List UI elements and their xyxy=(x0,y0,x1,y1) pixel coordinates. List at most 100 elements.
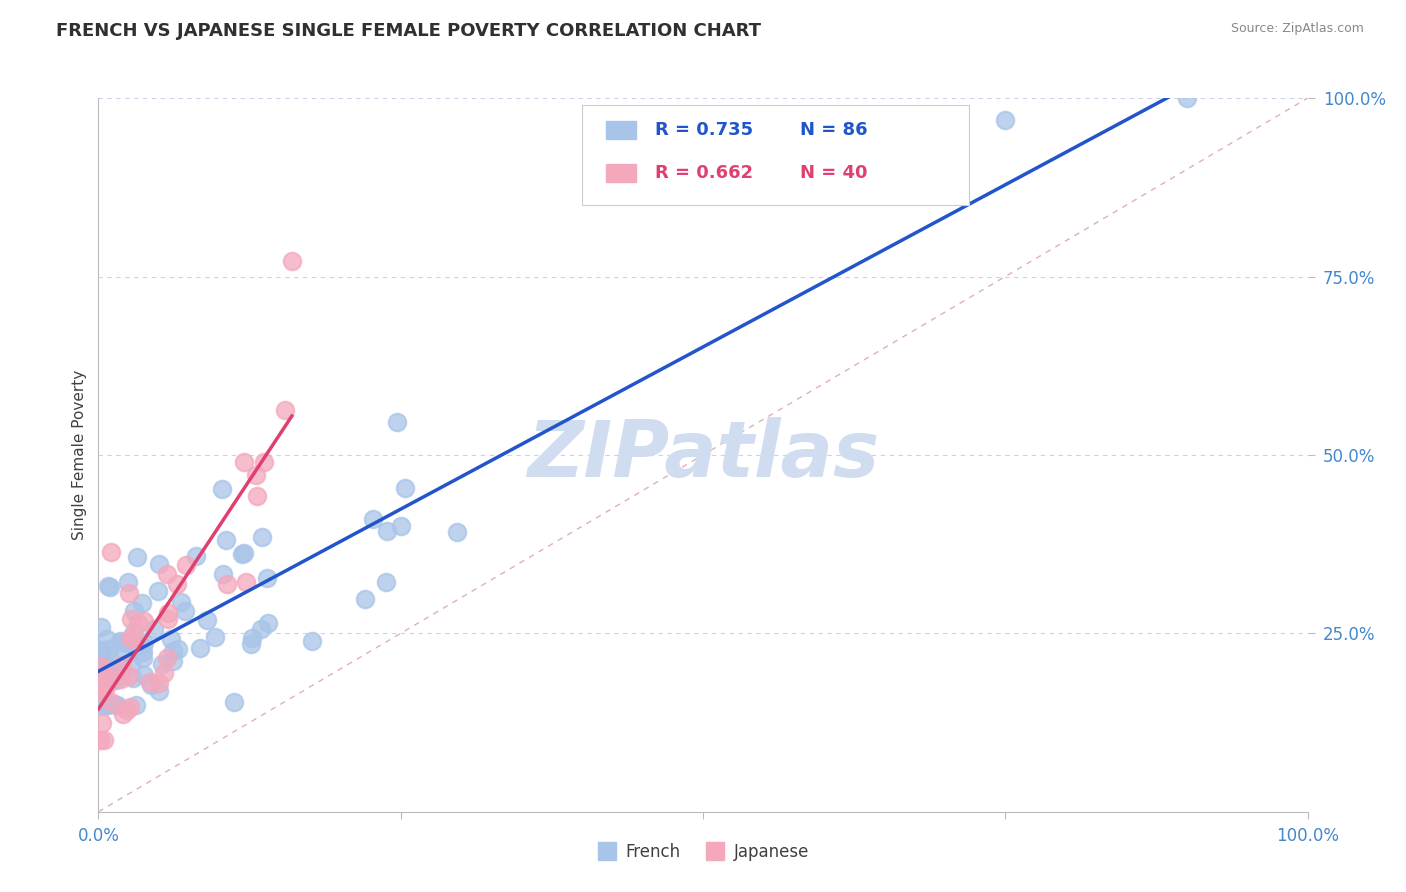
Point xyxy=(257,616,280,631)
Point xyxy=(96,670,118,684)
Point xyxy=(111,657,134,672)
Point xyxy=(97,579,120,593)
Point xyxy=(204,630,226,644)
Point xyxy=(104,665,127,680)
Point xyxy=(159,632,181,647)
Point xyxy=(118,632,141,646)
Point xyxy=(118,668,141,682)
Point xyxy=(1175,91,1198,105)
Point xyxy=(153,665,176,680)
Point xyxy=(162,644,184,658)
Text: R = 0.735: R = 0.735 xyxy=(655,121,752,139)
Point xyxy=(231,548,253,562)
Point xyxy=(211,482,233,496)
Point xyxy=(148,675,170,690)
Point xyxy=(93,698,115,712)
Point xyxy=(156,611,179,625)
Point xyxy=(250,530,273,544)
Point xyxy=(97,648,120,663)
Point xyxy=(114,645,136,659)
Bar xyxy=(606,121,637,139)
Text: N = 40: N = 40 xyxy=(800,164,868,182)
Point xyxy=(94,680,117,694)
Text: Source: ZipAtlas.com: Source: ZipAtlas.com xyxy=(1230,22,1364,36)
Point xyxy=(166,577,188,591)
Point xyxy=(98,698,121,712)
Point xyxy=(156,651,179,665)
Text: R = 0.662: R = 0.662 xyxy=(655,164,752,182)
Point xyxy=(375,575,398,590)
Text: ZIPatlas: ZIPatlas xyxy=(527,417,879,493)
Point xyxy=(184,549,207,564)
Point xyxy=(131,651,153,665)
Text: N = 86: N = 86 xyxy=(800,121,868,139)
Point xyxy=(212,566,235,581)
Point xyxy=(235,575,257,590)
Point xyxy=(107,698,129,712)
Bar xyxy=(606,164,637,182)
Point xyxy=(115,703,138,717)
Point xyxy=(91,669,114,683)
Point xyxy=(156,567,179,582)
Point xyxy=(146,584,169,599)
Point xyxy=(233,454,256,468)
Point xyxy=(139,678,162,692)
Point xyxy=(110,672,132,686)
Point xyxy=(90,620,112,634)
Point xyxy=(132,645,155,659)
Point xyxy=(131,596,153,610)
Point xyxy=(110,634,132,648)
Point xyxy=(100,695,122,709)
Point xyxy=(125,698,148,712)
Point xyxy=(361,512,384,526)
Point xyxy=(124,604,146,618)
Point xyxy=(385,415,408,429)
Point xyxy=(121,658,143,673)
Point xyxy=(98,642,121,657)
Point xyxy=(150,657,173,671)
Point xyxy=(105,662,128,676)
FancyBboxPatch shape xyxy=(582,105,969,205)
Point xyxy=(240,631,263,645)
Point xyxy=(90,644,112,658)
Point xyxy=(93,658,115,673)
Point xyxy=(122,671,145,685)
Y-axis label: Single Female Poverty: Single Female Poverty xyxy=(72,370,87,540)
Point xyxy=(96,632,118,647)
Point xyxy=(89,698,111,712)
Point xyxy=(256,571,278,585)
Point xyxy=(120,612,142,626)
Point xyxy=(101,673,124,687)
Point xyxy=(222,695,245,709)
Point xyxy=(217,577,239,591)
Point xyxy=(389,519,412,533)
Point xyxy=(110,635,132,649)
Point xyxy=(274,402,297,417)
Point xyxy=(245,467,267,482)
Point xyxy=(240,637,263,651)
Point xyxy=(131,639,153,653)
Text: FRENCH VS JAPANESE SINGLE FEMALE POVERTY CORRELATION CHART: FRENCH VS JAPANESE SINGLE FEMALE POVERTY… xyxy=(56,22,761,40)
Point xyxy=(115,636,138,650)
Point xyxy=(173,604,195,618)
Point xyxy=(97,659,120,673)
Point xyxy=(90,658,112,673)
Point xyxy=(246,489,269,503)
Point xyxy=(90,715,112,730)
Point xyxy=(89,643,111,657)
Point xyxy=(188,640,211,655)
Point xyxy=(148,557,170,571)
Point xyxy=(104,669,127,683)
Point xyxy=(134,614,156,628)
Point xyxy=(111,706,134,721)
Point xyxy=(98,580,121,594)
Point xyxy=(446,525,468,540)
Point xyxy=(253,455,276,469)
Point xyxy=(167,641,190,656)
Point xyxy=(104,698,127,712)
Point xyxy=(170,595,193,609)
Point xyxy=(281,254,304,268)
Point xyxy=(134,636,156,650)
Point xyxy=(117,574,139,589)
Point xyxy=(90,680,112,694)
